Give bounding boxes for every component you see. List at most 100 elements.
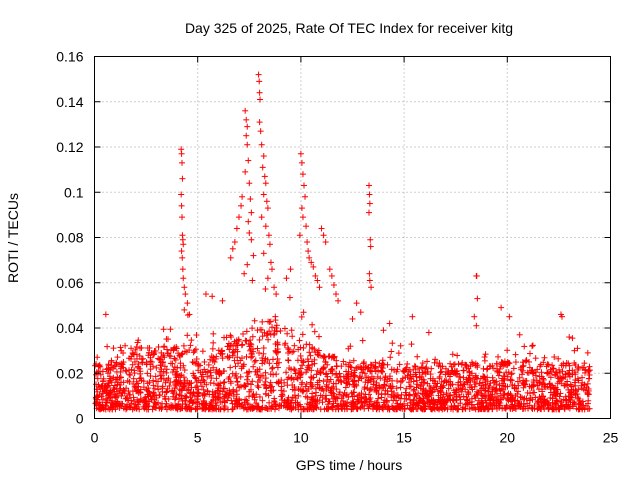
- data-point: [155, 399, 162, 406]
- data-point: [288, 327, 295, 334]
- data-point: [259, 360, 266, 367]
- data-point: [473, 388, 480, 395]
- data-point: [158, 366, 165, 373]
- data-point: [450, 391, 457, 398]
- data-point: [255, 384, 262, 391]
- data-point: [481, 357, 488, 364]
- data-point: [317, 392, 324, 399]
- data-point: [544, 369, 551, 376]
- data-point: [182, 393, 189, 400]
- data-point: [569, 335, 576, 342]
- data-point: [402, 389, 409, 396]
- data-point: [335, 297, 342, 304]
- data-point: [102, 395, 109, 402]
- y-tick-label: 0.16: [56, 49, 83, 65]
- data-point: [586, 371, 593, 378]
- data-point: [434, 404, 441, 411]
- data-point: [461, 381, 468, 388]
- data-point: [324, 401, 331, 408]
- data-point: [298, 370, 305, 377]
- data-point: [473, 322, 480, 329]
- data-point: [579, 379, 586, 386]
- data-point: [373, 382, 380, 389]
- data-point: [396, 394, 403, 401]
- data-point: [190, 388, 197, 395]
- data-point: [342, 384, 349, 391]
- data-point: [550, 365, 557, 372]
- data-point: [510, 365, 517, 372]
- data-point: [432, 356, 439, 363]
- data-point: [322, 359, 329, 366]
- data-point: [230, 386, 237, 393]
- data-point: [234, 354, 241, 361]
- data-point: [235, 401, 242, 408]
- data-point: [173, 374, 180, 381]
- data-point: [186, 404, 193, 411]
- data-point: [371, 365, 378, 372]
- data-point: [249, 333, 256, 340]
- data-point: [435, 362, 442, 369]
- data-point: [246, 180, 253, 187]
- data-point: [134, 380, 141, 387]
- data-point: [344, 391, 351, 398]
- data-point: [255, 71, 262, 78]
- data-point: [302, 393, 309, 400]
- data-point: [336, 370, 343, 377]
- data-point: [443, 390, 450, 397]
- data-point: [186, 405, 193, 412]
- data-point: [529, 405, 536, 412]
- data-point: [442, 365, 449, 372]
- data-point: [284, 344, 291, 351]
- data-point: [500, 394, 507, 401]
- data-point: [451, 402, 458, 409]
- data-point: [574, 366, 581, 373]
- data-point: [269, 364, 276, 371]
- data-point: [161, 354, 168, 361]
- data-point: [117, 368, 124, 375]
- data-point: [335, 406, 342, 413]
- data-point: [233, 387, 240, 394]
- data-point: [300, 182, 307, 189]
- data-point: [487, 380, 494, 387]
- y-tick-label: 0.12: [56, 139, 83, 155]
- data-point: [150, 363, 157, 370]
- data-point: [321, 354, 328, 361]
- data-point: [102, 311, 109, 318]
- data-point: [570, 403, 577, 410]
- data-point: [314, 351, 321, 358]
- data-point: [160, 326, 167, 333]
- data-point: [428, 406, 435, 413]
- data-point: [247, 196, 254, 203]
- data-point: [393, 397, 400, 404]
- data-point: [517, 364, 524, 371]
- data-point: [481, 374, 488, 381]
- data-point: [446, 392, 453, 399]
- data-point: [106, 406, 113, 413]
- data-point: [245, 157, 252, 164]
- data-point: [349, 393, 356, 400]
- data-point: [230, 393, 237, 400]
- data-point: [433, 383, 440, 390]
- data-point: [310, 374, 317, 381]
- data-point: [552, 391, 559, 398]
- data-point: [462, 405, 469, 412]
- data-point: [484, 388, 491, 395]
- data-point: [225, 394, 232, 401]
- data-point: [236, 396, 243, 403]
- data-point: [382, 390, 389, 397]
- data-point: [136, 406, 143, 413]
- data-point: [241, 383, 248, 390]
- data-point: [128, 366, 135, 373]
- data-point: [275, 379, 282, 386]
- data-point: [380, 404, 387, 411]
- data-point: [314, 277, 321, 284]
- data-point: [273, 322, 280, 329]
- data-point: [298, 205, 305, 212]
- data-point: [105, 380, 112, 387]
- data-point: [528, 384, 535, 391]
- data-point: [382, 374, 389, 381]
- data-point: [192, 360, 199, 367]
- data-point: [350, 357, 357, 364]
- data-point: [454, 352, 461, 359]
- data-point: [161, 343, 168, 350]
